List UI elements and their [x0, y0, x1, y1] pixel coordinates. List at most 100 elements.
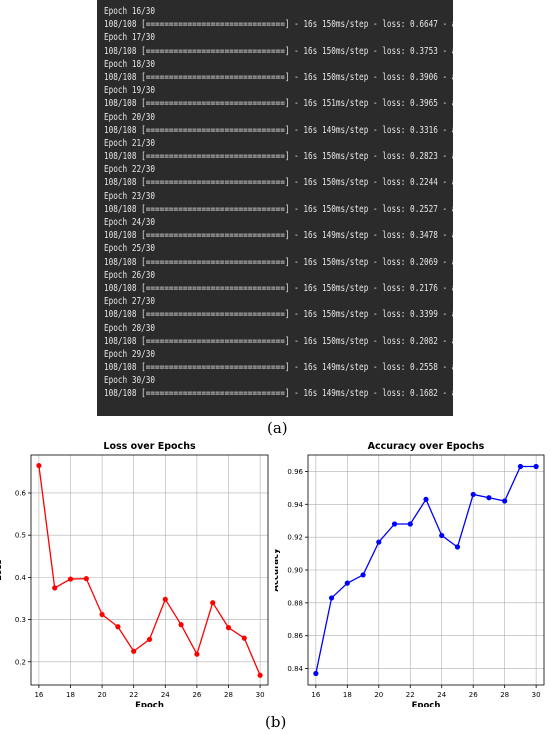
terminal-output: Epoch 16/30 108/108 [====================… [97, 0, 453, 416]
data-point [67, 576, 74, 582]
data-point [162, 596, 168, 602]
x-tick-label: 22 [129, 691, 138, 699]
loss-chart: 16 18 20 22 24 26 28 30 0.2 0.3 0.4 0.5 0.6 Loss over… [0, 441, 269, 707]
x-tick-label: 20 [98, 691, 107, 699]
progress-line: 108/108 [==============================]… [104, 256, 453, 268]
y-tick-label: 0.92 [287, 534, 303, 542]
data-point [194, 651, 200, 657]
y-tick-label: 0.5 [15, 532, 26, 540]
progress-line: 108/108 [==============================]… [104, 282, 453, 294]
progress-line: 108/108 [==============================]… [104, 45, 453, 57]
x-axis-label: Epoch [412, 701, 441, 707]
progress-line: 108/108 [==============================]… [104, 151, 453, 163]
epoch-line: Epoch 22/30 [104, 164, 156, 176]
data-point [344, 580, 350, 586]
data-point [391, 521, 398, 527]
x-tick-label: 18 [66, 691, 75, 699]
epoch-line: Epoch 29/30 [104, 348, 156, 360]
x-tick-label: 20 [374, 691, 383, 699]
epoch-line: Epoch 20/30 [104, 111, 156, 123]
progress-line: 108/108 [==============================]… [104, 177, 453, 189]
data-point [407, 521, 413, 527]
y-axis-label: Loss [0, 559, 4, 580]
epoch-line: Epoch 30/30 [104, 375, 156, 387]
epoch-line: Epoch 28/30 [104, 322, 156, 334]
data-point [146, 636, 153, 643]
plot-frame [30, 454, 269, 686]
data-point [225, 625, 232, 631]
x-tick-label: 16 [34, 691, 43, 699]
progress-line: 108/108 [==============================]… [104, 71, 453, 83]
y-tick-label: 0.86 [287, 632, 303, 640]
x-tick-label: 30 [256, 691, 265, 699]
epoch-line: Epoch 19/30 [104, 85, 156, 97]
epoch-line: Epoch 18/30 [104, 58, 156, 70]
x-tick-label: 24 [437, 691, 446, 699]
y-tick-label: 0.94 [287, 501, 303, 509]
x-tick-label: 26 [469, 691, 478, 699]
y-tick-label: 0.88 [287, 599, 303, 607]
x-tick-label: 30 [532, 691, 541, 699]
y-tick-label: 0.4 [15, 574, 27, 582]
x-axis-label: Epoch [135, 701, 164, 707]
data-point [210, 600, 216, 606]
series-line [38, 465, 261, 676]
progress-line: 108/108 [==============================]… [104, 388, 453, 400]
data-point [313, 670, 319, 677]
epoch-line: Epoch 26/30 [104, 269, 156, 281]
epoch-line: Epoch 25/30 [104, 243, 156, 255]
data-point [52, 585, 58, 591]
progress-line: 108/108 [==============================]… [104, 309, 453, 321]
data-point [99, 611, 105, 618]
data-point [502, 498, 508, 504]
data-point [470, 491, 476, 498]
x-tick-label: 26 [192, 691, 201, 699]
accuracy-chart: 16 18 20 22 24 26 28 30 0.84 0.86 0.88 0.90 0.92 0.94… [275, 441, 545, 707]
y-tick-label: 0.2 [15, 658, 26, 666]
data-point [454, 544, 461, 550]
progress-line: 108/108 [==============================]… [104, 98, 453, 110]
data-point [423, 496, 429, 502]
data-point [517, 463, 523, 470]
epoch-line: Epoch 16/30 [104, 6, 156, 17]
x-tick-label: 16 [311, 691, 320, 699]
progress-line: 108/108 [==============================]… [104, 124, 453, 136]
data-point [439, 532, 445, 539]
data-point [131, 648, 137, 654]
data-point [486, 495, 492, 501]
x-tick-label: 28 [500, 691, 509, 699]
y-tick-label: 0.90 [287, 567, 303, 575]
y-axis-label: Accuracy [275, 548, 281, 592]
epoch-line: Epoch 21/30 [104, 137, 156, 149]
data-point [178, 622, 184, 628]
x-tick-label: 28 [224, 691, 233, 699]
data-point [115, 624, 121, 630]
data-point [257, 672, 263, 678]
epoch-line: Epoch 17/30 [104, 32, 156, 44]
progress-line: 108/108 [==============================]… [104, 362, 453, 374]
data-point [360, 572, 366, 578]
chart-title: Accuracy over Epochs [368, 441, 485, 452]
x-tick-label: 18 [343, 691, 352, 699]
data-point [83, 576, 89, 582]
y-tick-label: 0.96 [287, 468, 303, 476]
data-point [376, 539, 382, 545]
y-tick-label: 0.84 [287, 665, 303, 673]
data-point [36, 462, 42, 469]
progress-line: 108/108 [==============================]… [104, 335, 453, 347]
x-tick-label: 24 [161, 691, 170, 699]
epoch-line: Epoch 24/30 [104, 217, 156, 228]
epoch-line: Epoch 27/30 [104, 296, 156, 308]
chart-title: Loss over Epochs [103, 441, 196, 452]
panel-label-a: (a) [267, 419, 288, 437]
y-tick-label: 0.3 [15, 616, 26, 624]
progress-line: 108/108 [==============================]… [104, 19, 453, 31]
data-point [241, 635, 247, 641]
y-tick-label: 0.6 [15, 489, 27, 497]
epoch-line: Epoch 23/30 [104, 190, 156, 202]
data-point [533, 463, 539, 470]
panel-label-b: (b) [265, 713, 287, 731]
x-tick-label: 22 [406, 691, 415, 699]
data-point [329, 595, 335, 601]
progress-line: 108/108 [==============================]… [104, 203, 453, 215]
